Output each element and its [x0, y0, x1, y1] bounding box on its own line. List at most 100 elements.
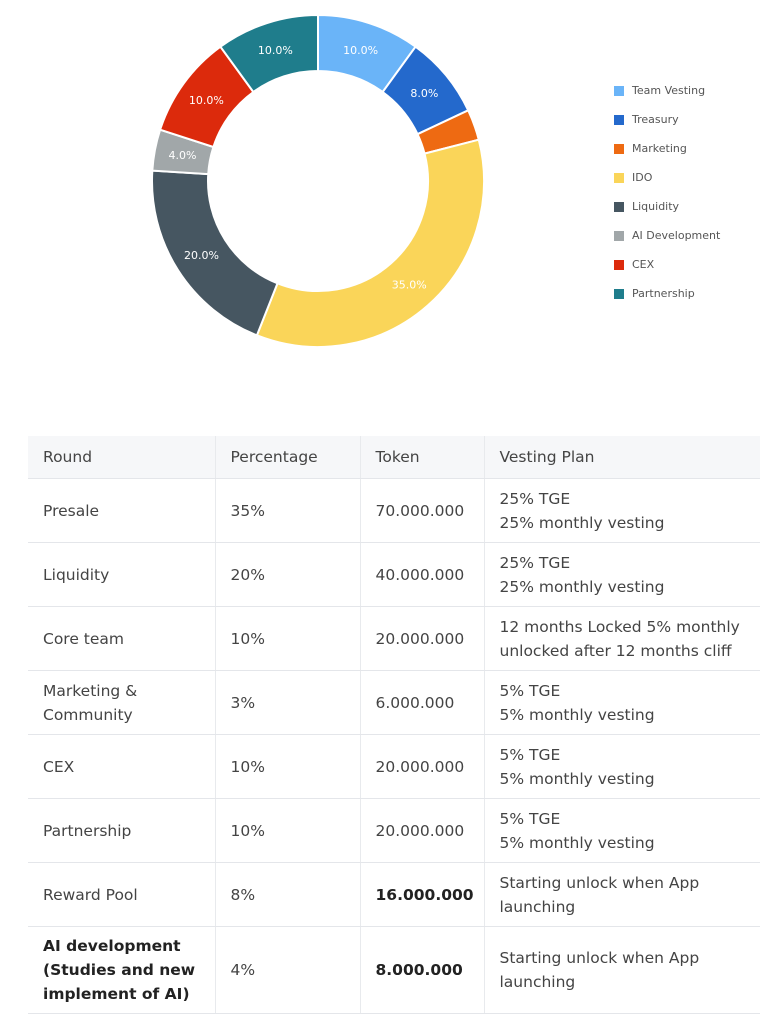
cell-round: Reward Pool	[28, 862, 215, 927]
vesting-line: 25% TGE	[499, 489, 571, 508]
cell-round: AI development (Studies and new implement …	[28, 926, 215, 1014]
legend-swatch	[614, 85, 624, 96]
cell-percentage: 4%	[214, 926, 360, 1014]
round-line: Marketing &	[43, 681, 138, 700]
cell-percentage: 8%	[214, 862, 360, 927]
legend-item: Partnership	[614, 279, 720, 308]
vesting-line: 25% monthly vesting	[499, 577, 665, 596]
cell-vesting-plan: Starting unlock when App launching	[483, 926, 760, 1014]
table-row: Liquidity 20% 40.000.000 25% TGE 25% monthly…	[28, 542, 760, 607]
legend-swatch	[614, 288, 624, 299]
slice-partnership	[219, 13, 319, 94]
legend-swatch	[614, 201, 624, 212]
cell-token: 20.000.000	[359, 734, 484, 799]
cell-round: Marketing & Community	[28, 670, 215, 735]
legend-item: AI Development	[614, 221, 720, 250]
donut-chart: 10.0% 8.0% 35.0% 20.0% 4.0% 10.0% 10.0%	[151, 13, 485, 348]
table-row: Marketing & Community 3% 6.000.000 5% TGE 5% …	[28, 670, 760, 735]
cell-percentage: 10%	[214, 798, 360, 863]
round-line: Partnership	[43, 821, 132, 840]
legend-item: CEX	[614, 250, 720, 279]
chart-legend: Team Vesting Treasury Marketing IDO Liquidit…	[614, 76, 720, 308]
header-vesting-plan: Vesting Plan	[483, 436, 760, 479]
cell-vesting-plan: 12 months Locked 5% monthly unlocked afte…	[483, 606, 760, 671]
cell-percentage: 20%	[214, 542, 360, 607]
slice-label: 10.0%	[258, 44, 293, 57]
legend-item: Marketing	[614, 134, 720, 163]
cell-round: Liquidity	[28, 542, 215, 607]
cell-token: 40.000.000	[359, 542, 484, 607]
legend-item: Team Vesting	[614, 76, 720, 105]
cell-token: 8.000.000	[359, 926, 484, 1014]
cell-percentage: 35%	[214, 478, 360, 543]
slice-label: 35.0%	[392, 279, 427, 292]
legend-swatch	[614, 259, 624, 270]
slice-ido	[255, 138, 485, 348]
cell-round: Core team	[28, 606, 215, 671]
slice-label: 10.0%	[343, 44, 378, 57]
vesting-line: 12 months Locked 5% monthly	[499, 617, 740, 636]
cell-percentage: 3%	[214, 670, 360, 735]
cell-percentage: 10%	[214, 606, 360, 671]
cell-vesting-plan: 25% TGE 25% monthly vesting	[483, 542, 760, 607]
vesting-line: Starting unlock when App	[499, 873, 700, 892]
legend-label: Team Vesting	[632, 84, 706, 97]
round-line: Core team	[43, 629, 125, 648]
cell-vesting-plan: 5% TGE 5% monthly vesting	[483, 734, 760, 799]
round-line: Liquidity	[43, 565, 110, 584]
legend-swatch	[614, 143, 624, 154]
slice-label: 8.0%	[410, 87, 438, 100]
slice-label: 10.0%	[189, 94, 224, 107]
table-row: Reward Pool 8% 16.000.000 Starting unlock w…	[28, 862, 760, 927]
vesting-line: unlocked after 12 months cliff	[499, 641, 732, 660]
legend-item: IDO	[614, 163, 720, 192]
vesting-line: 25% monthly vesting	[499, 513, 665, 532]
header-percentage: Percentage	[214, 436, 360, 479]
vesting-line: 5% monthly vesting	[499, 769, 655, 788]
table-row: Presale 35% 70.000.000 25% TGE 25% monthly v…	[28, 478, 760, 543]
header-round: Round	[28, 436, 215, 479]
vesting-line: 25% TGE	[499, 553, 571, 572]
legend-label: Marketing	[632, 142, 687, 155]
vesting-line: Starting unlock when App	[499, 949, 700, 967]
vesting-line: launching	[499, 897, 576, 916]
vesting-line: launching	[499, 973, 576, 991]
legend-swatch	[614, 172, 624, 183]
slice-label: 20.0%	[184, 249, 219, 262]
cell-vesting-plan: 25% TGE 25% monthly vesting	[483, 478, 760, 543]
legend-item: Liquidity	[614, 192, 720, 221]
cell-token: 6.000.000	[359, 670, 484, 735]
vesting-line: 5% monthly vesting	[499, 833, 655, 852]
round-line: AI development	[43, 937, 181, 955]
cell-vesting-plan: Starting unlock when App launching	[483, 862, 760, 927]
header-token: Token	[359, 436, 484, 479]
round-line: implement of AI)	[43, 985, 190, 1003]
vesting-line: 5% TGE	[499, 809, 561, 828]
legend-label: CEX	[632, 258, 655, 271]
table-row: AI development (Studies and new implement …	[28, 926, 760, 1014]
legend-label: Liquidity	[632, 200, 680, 213]
cell-vesting-plan: 5% TGE 5% monthly vesting	[483, 670, 760, 735]
legend-swatch	[614, 230, 624, 241]
vesting-line: 5% monthly vesting	[499, 705, 655, 724]
allocation-table: Round Percentage Token Vesting Plan Pres…	[28, 436, 760, 1014]
round-line: (Studies and new	[43, 961, 196, 979]
cell-token: 20.000.000	[359, 798, 484, 863]
cell-round: Presale	[28, 478, 215, 543]
legend-item: Treasury	[614, 105, 720, 134]
table-row: Partnership 10% 20.000.000 5% TGE 5% monthly…	[28, 798, 760, 863]
legend-label: AI Development	[632, 229, 721, 242]
vesting-line: 5% TGE	[499, 745, 561, 764]
vesting-line: 5% TGE	[499, 681, 561, 700]
cell-percentage: 10%	[214, 734, 360, 799]
legend-label: Treasury	[632, 113, 679, 126]
cell-token: 20.000.000	[359, 606, 484, 671]
cell-round: CEX	[28, 734, 215, 799]
legend-label: Partnership	[632, 287, 695, 300]
round-line: Reward Pool	[43, 885, 138, 904]
cell-token: 16.000.000	[359, 862, 484, 927]
legend-swatch	[614, 114, 624, 125]
cell-round: Partnership	[28, 798, 215, 863]
table-header-row: Round Percentage Token Vesting Plan	[28, 436, 760, 479]
token-allocation-chart: 10.0% 8.0% 35.0% 20.0% 4.0% 10.0% 10.0% Team V…	[0, 0, 766, 370]
